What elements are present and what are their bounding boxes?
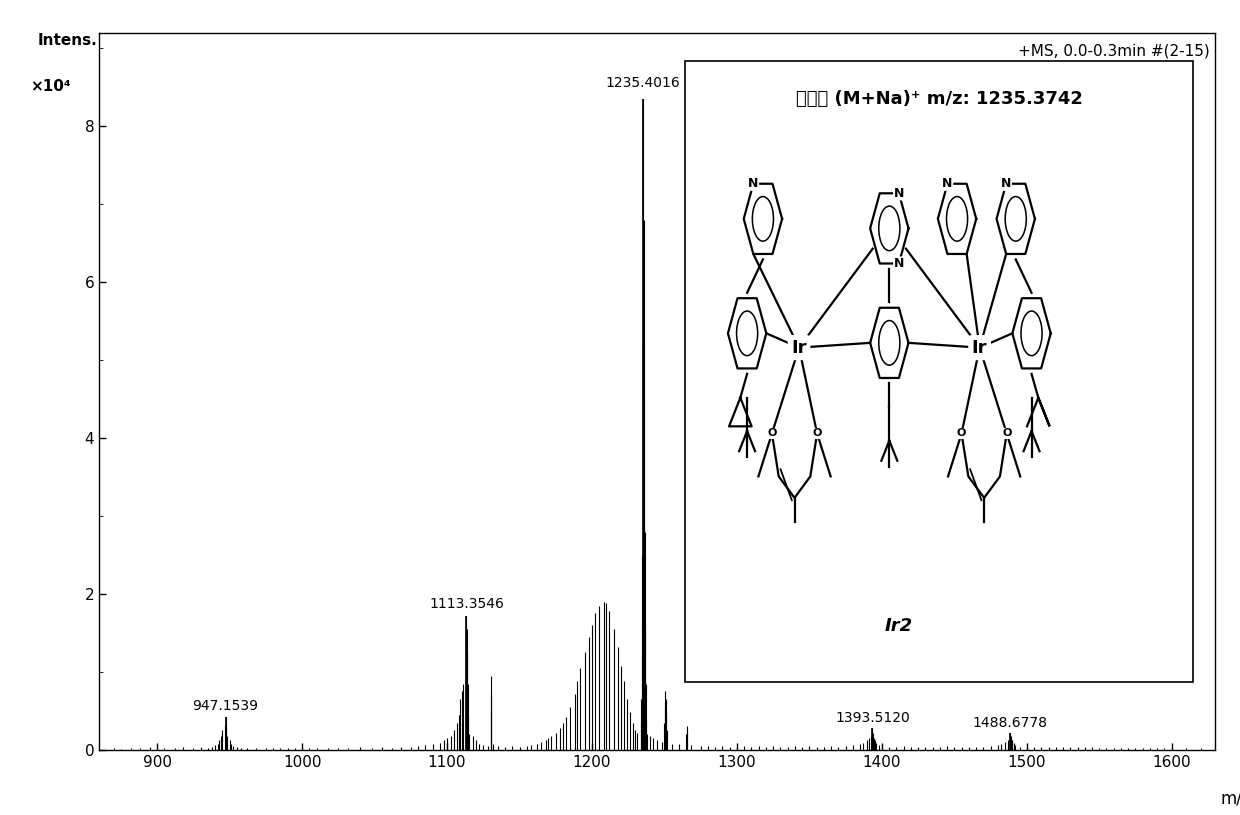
Text: +MS, 0.0-0.3min #(2-15): +MS, 0.0-0.3min #(2-15) xyxy=(1018,43,1210,59)
Text: m/z: m/z xyxy=(1220,789,1240,807)
FancyBboxPatch shape xyxy=(684,61,1193,681)
Text: 1113.3546: 1113.3546 xyxy=(429,597,503,611)
Text: 947.1539: 947.1539 xyxy=(192,699,258,713)
Text: ×10⁴: ×10⁴ xyxy=(30,79,71,95)
Text: Intens.: Intens. xyxy=(37,33,98,47)
Text: Ir2: Ir2 xyxy=(884,617,913,635)
Text: 1393.5120: 1393.5120 xyxy=(835,711,910,725)
Text: 1235.4016: 1235.4016 xyxy=(606,76,681,90)
Text: 理论値 (M+Na)⁺ m/z: 1235.3742: 理论値 (M+Na)⁺ m/z: 1235.3742 xyxy=(796,90,1083,108)
Text: 1488.6778: 1488.6778 xyxy=(973,716,1048,729)
